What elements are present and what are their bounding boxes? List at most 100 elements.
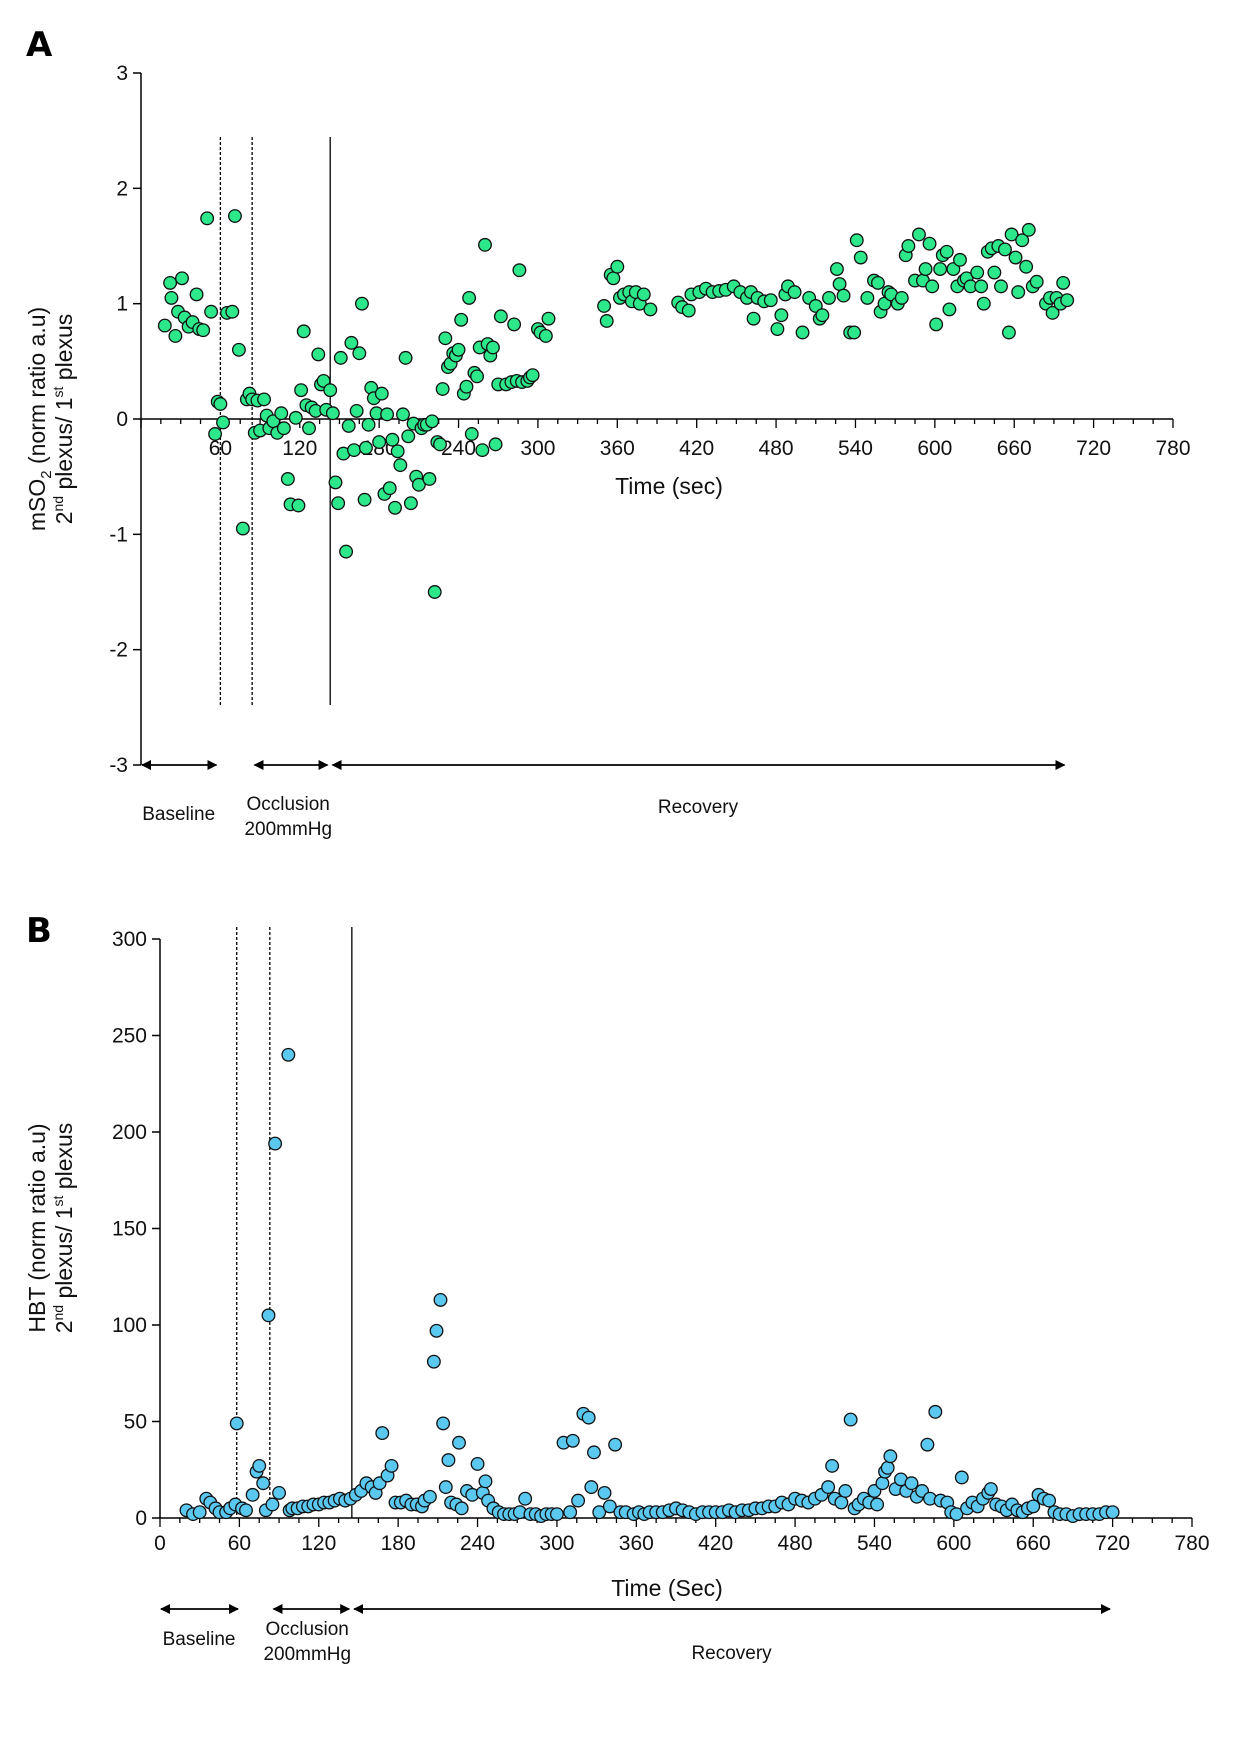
data-point	[920, 1437, 935, 1452]
y-tick-label: 1	[116, 293, 128, 316]
data-point	[235, 521, 250, 536]
data-point	[1056, 275, 1071, 290]
data-point	[316, 373, 331, 388]
x-tick-label: 60	[228, 1532, 251, 1555]
data-point	[1004, 227, 1019, 242]
y-tick-label: 100	[112, 1314, 147, 1337]
data-point	[427, 585, 442, 599]
panel-a-label: A	[26, 25, 53, 65]
y-tick-label: 50	[124, 1411, 147, 1434]
data-point	[597, 1485, 612, 1500]
data-point	[163, 275, 178, 290]
data-point	[164, 290, 179, 305]
data-point	[928, 1404, 943, 1419]
data-point	[436, 1416, 451, 1431]
y-tick-label: 2	[116, 177, 128, 200]
data-point	[411, 477, 426, 492]
data-point	[229, 1416, 244, 1431]
data-point	[770, 322, 785, 336]
data-point	[774, 308, 789, 323]
data-point	[565, 1433, 580, 1448]
data-point	[196, 323, 211, 338]
data-point	[636, 287, 651, 302]
x-tick-label: 300	[520, 437, 555, 460]
data-point	[581, 1410, 596, 1425]
y-axis-title: HBT (norm ratio a.u)2nd plexus/ 1st plex…	[24, 1123, 77, 1334]
data-point	[822, 290, 836, 305]
data-point	[643, 302, 658, 317]
x-tick-label: 540	[838, 437, 873, 460]
data-point	[454, 312, 469, 327]
data-point	[396, 407, 410, 422]
data-point	[425, 414, 440, 429]
data-point	[245, 1487, 260, 1502]
data-point	[525, 368, 540, 383]
data-point	[401, 429, 416, 444]
data-point	[1015, 233, 1030, 248]
data-point	[433, 1292, 448, 1307]
chart-b: 300 250 200 150 100 50 00 60 120 180 240 300 360 420 4…	[24, 927, 1210, 1665]
data-point	[949, 1507, 964, 1522]
data-point	[507, 317, 522, 332]
x-tick-label: 120	[282, 437, 317, 460]
data-point	[538, 329, 553, 343]
data-point	[946, 262, 961, 277]
data-point	[998, 242, 1012, 257]
phase-label: Occlusion	[246, 794, 329, 815]
data-point	[200, 211, 215, 226]
data-point	[847, 325, 862, 340]
data-point	[597, 299, 612, 313]
data-point	[265, 1497, 280, 1512]
data-point	[1029, 274, 1044, 289]
data-point	[344, 335, 359, 350]
data-point	[883, 1449, 898, 1464]
data-point	[994, 279, 1008, 294]
data-point	[1001, 325, 1016, 340]
data-point	[843, 1412, 858, 1427]
data-point	[832, 277, 847, 292]
data-point	[311, 347, 326, 362]
x-tick-label: 360	[619, 1532, 654, 1555]
data-point	[478, 1474, 493, 1489]
x-axis-title: Time (sec)	[615, 473, 723, 499]
data-point	[912, 227, 926, 242]
data-point	[256, 1476, 271, 1491]
data-point	[602, 1499, 617, 1514]
data-point	[1105, 1505, 1120, 1520]
data-point	[478, 237, 492, 252]
data-point	[904, 1476, 919, 1491]
y-tick-label: 300	[112, 928, 147, 951]
data-point	[357, 492, 372, 507]
data-point	[875, 1476, 890, 1491]
data-point	[192, 1505, 207, 1520]
x-tick-label: 420	[679, 437, 714, 460]
data-point	[512, 263, 527, 278]
data-point	[795, 325, 810, 340]
y-tick-label: 3	[116, 62, 128, 85]
data-point	[901, 239, 916, 253]
data-point	[208, 427, 223, 441]
x-tick-label: 300	[539, 1532, 574, 1555]
data-point	[358, 440, 373, 455]
data-point	[272, 1485, 287, 1500]
data-point	[168, 329, 183, 343]
data-point	[352, 346, 367, 361]
data-point	[488, 437, 503, 452]
data-point	[1021, 222, 1036, 237]
data-point	[333, 350, 348, 365]
y-tick-label: 0	[116, 408, 128, 431]
data-point	[592, 1505, 607, 1520]
x-tick-label: 600	[917, 437, 952, 460]
y-tick-label: -1	[109, 523, 128, 546]
data-point	[231, 342, 246, 357]
data-point	[1026, 1499, 1041, 1514]
x-tick-label: 780	[1155, 437, 1190, 460]
data-point	[599, 314, 614, 328]
data-point	[681, 303, 696, 318]
panel-b-label: B	[26, 911, 52, 951]
data-point	[382, 481, 397, 496]
data-point	[341, 418, 356, 433]
data-point	[189, 287, 204, 302]
data-point	[549, 1507, 564, 1522]
